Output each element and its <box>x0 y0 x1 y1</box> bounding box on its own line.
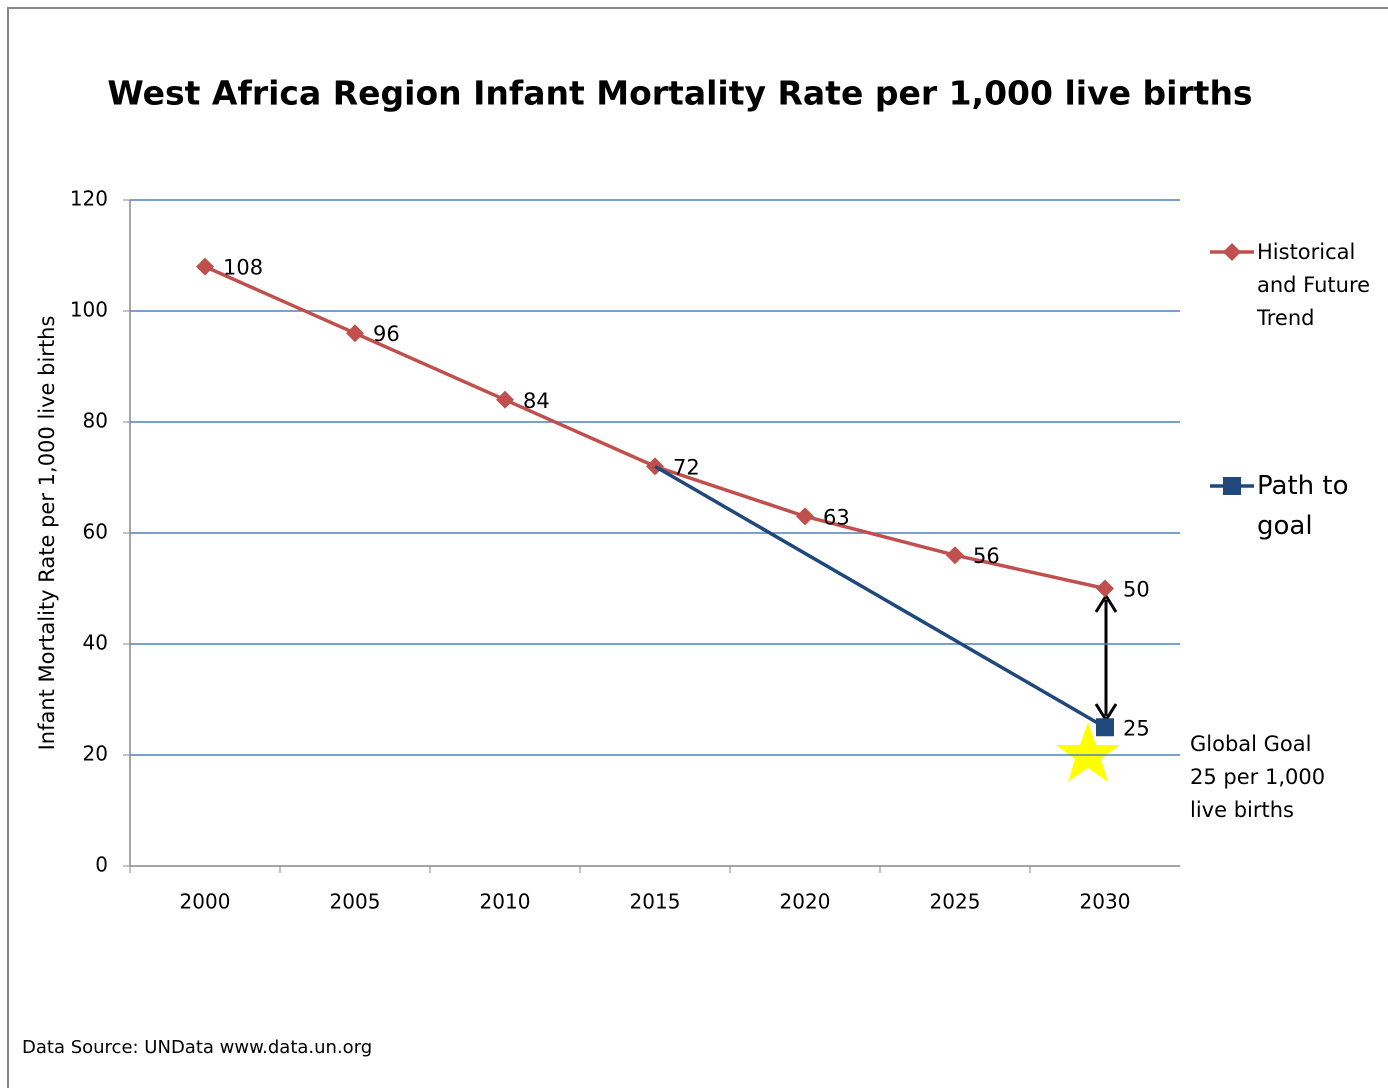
legend-label: Path to goal <box>1257 471 1349 541</box>
legend-label: Historical and Future Trend <box>1257 240 1371 330</box>
annotation: 25 per 1,000 <box>1190 765 1325 789</box>
point <box>946 546 964 565</box>
goal-star <box>1056 722 1120 782</box>
y-tick-label: 120 <box>70 187 108 211</box>
annotation: live births <box>1190 798 1294 822</box>
data-label: 25 <box>1123 716 1150 740</box>
data-label: 84 <box>523 389 550 413</box>
x-tick-label: 2000 <box>180 890 231 914</box>
source: Data Source: UNData www.data.un.org <box>22 1037 372 1058</box>
point <box>346 324 364 343</box>
x-tick-label: 2015 <box>630 890 681 914</box>
x-tick-label: 2010 <box>480 890 531 914</box>
data-label: 50 <box>1123 578 1150 602</box>
annotation: Global Goal <box>1190 732 1312 756</box>
data-label: 63 <box>823 505 850 529</box>
data-label: 96 <box>373 322 400 346</box>
point <box>796 507 814 526</box>
x-tick-label: 2025 <box>930 890 981 914</box>
y-tick-label: 20 <box>83 742 108 766</box>
point <box>1096 718 1114 737</box>
data-label: 56 <box>973 544 1000 568</box>
point <box>1096 579 1114 598</box>
y-tick-label: 0 <box>95 853 108 877</box>
series-line <box>654 464 1106 729</box>
y-tick-label: 100 <box>70 298 108 322</box>
y-tick-label: 40 <box>83 631 108 655</box>
data-label: 108 <box>223 256 263 280</box>
point <box>496 390 514 409</box>
point <box>1223 477 1241 495</box>
x-tick-label: 2005 <box>330 890 381 914</box>
x-tick-label: 2030 <box>1080 890 1131 914</box>
point <box>1223 243 1241 261</box>
chart-frame <box>7 7 1388 1088</box>
y-axis-label: Infant Mortality Rate per 1,000 live bir… <box>35 316 59 751</box>
chart-title: West Africa Region Infant Mortality Rate… <box>107 74 1252 113</box>
y-tick-label: 60 <box>83 520 108 544</box>
x-tick-label: 2020 <box>780 890 831 914</box>
point <box>196 257 214 276</box>
data-label: 72 <box>673 455 700 479</box>
y-tick-label: 80 <box>83 409 108 433</box>
